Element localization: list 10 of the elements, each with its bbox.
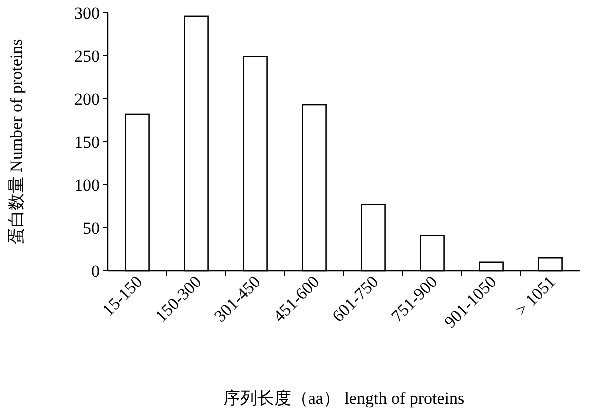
y-tick-label: 300 xyxy=(74,4,100,23)
y-tick-label: 250 xyxy=(74,47,100,66)
y-axis-title: 蛋白数量 Number of proteins xyxy=(7,39,26,245)
y-tick-label: 150 xyxy=(74,133,100,152)
x-axis-title: 序列长度（aa） length of proteins xyxy=(223,389,465,408)
y-tick-label: 200 xyxy=(74,90,100,109)
x-tick-label: > 1051 xyxy=(512,272,560,320)
y-tick-label: 50 xyxy=(83,219,100,238)
y-tick-label: 100 xyxy=(74,176,100,195)
y-tick-label: 0 xyxy=(92,262,100,281)
